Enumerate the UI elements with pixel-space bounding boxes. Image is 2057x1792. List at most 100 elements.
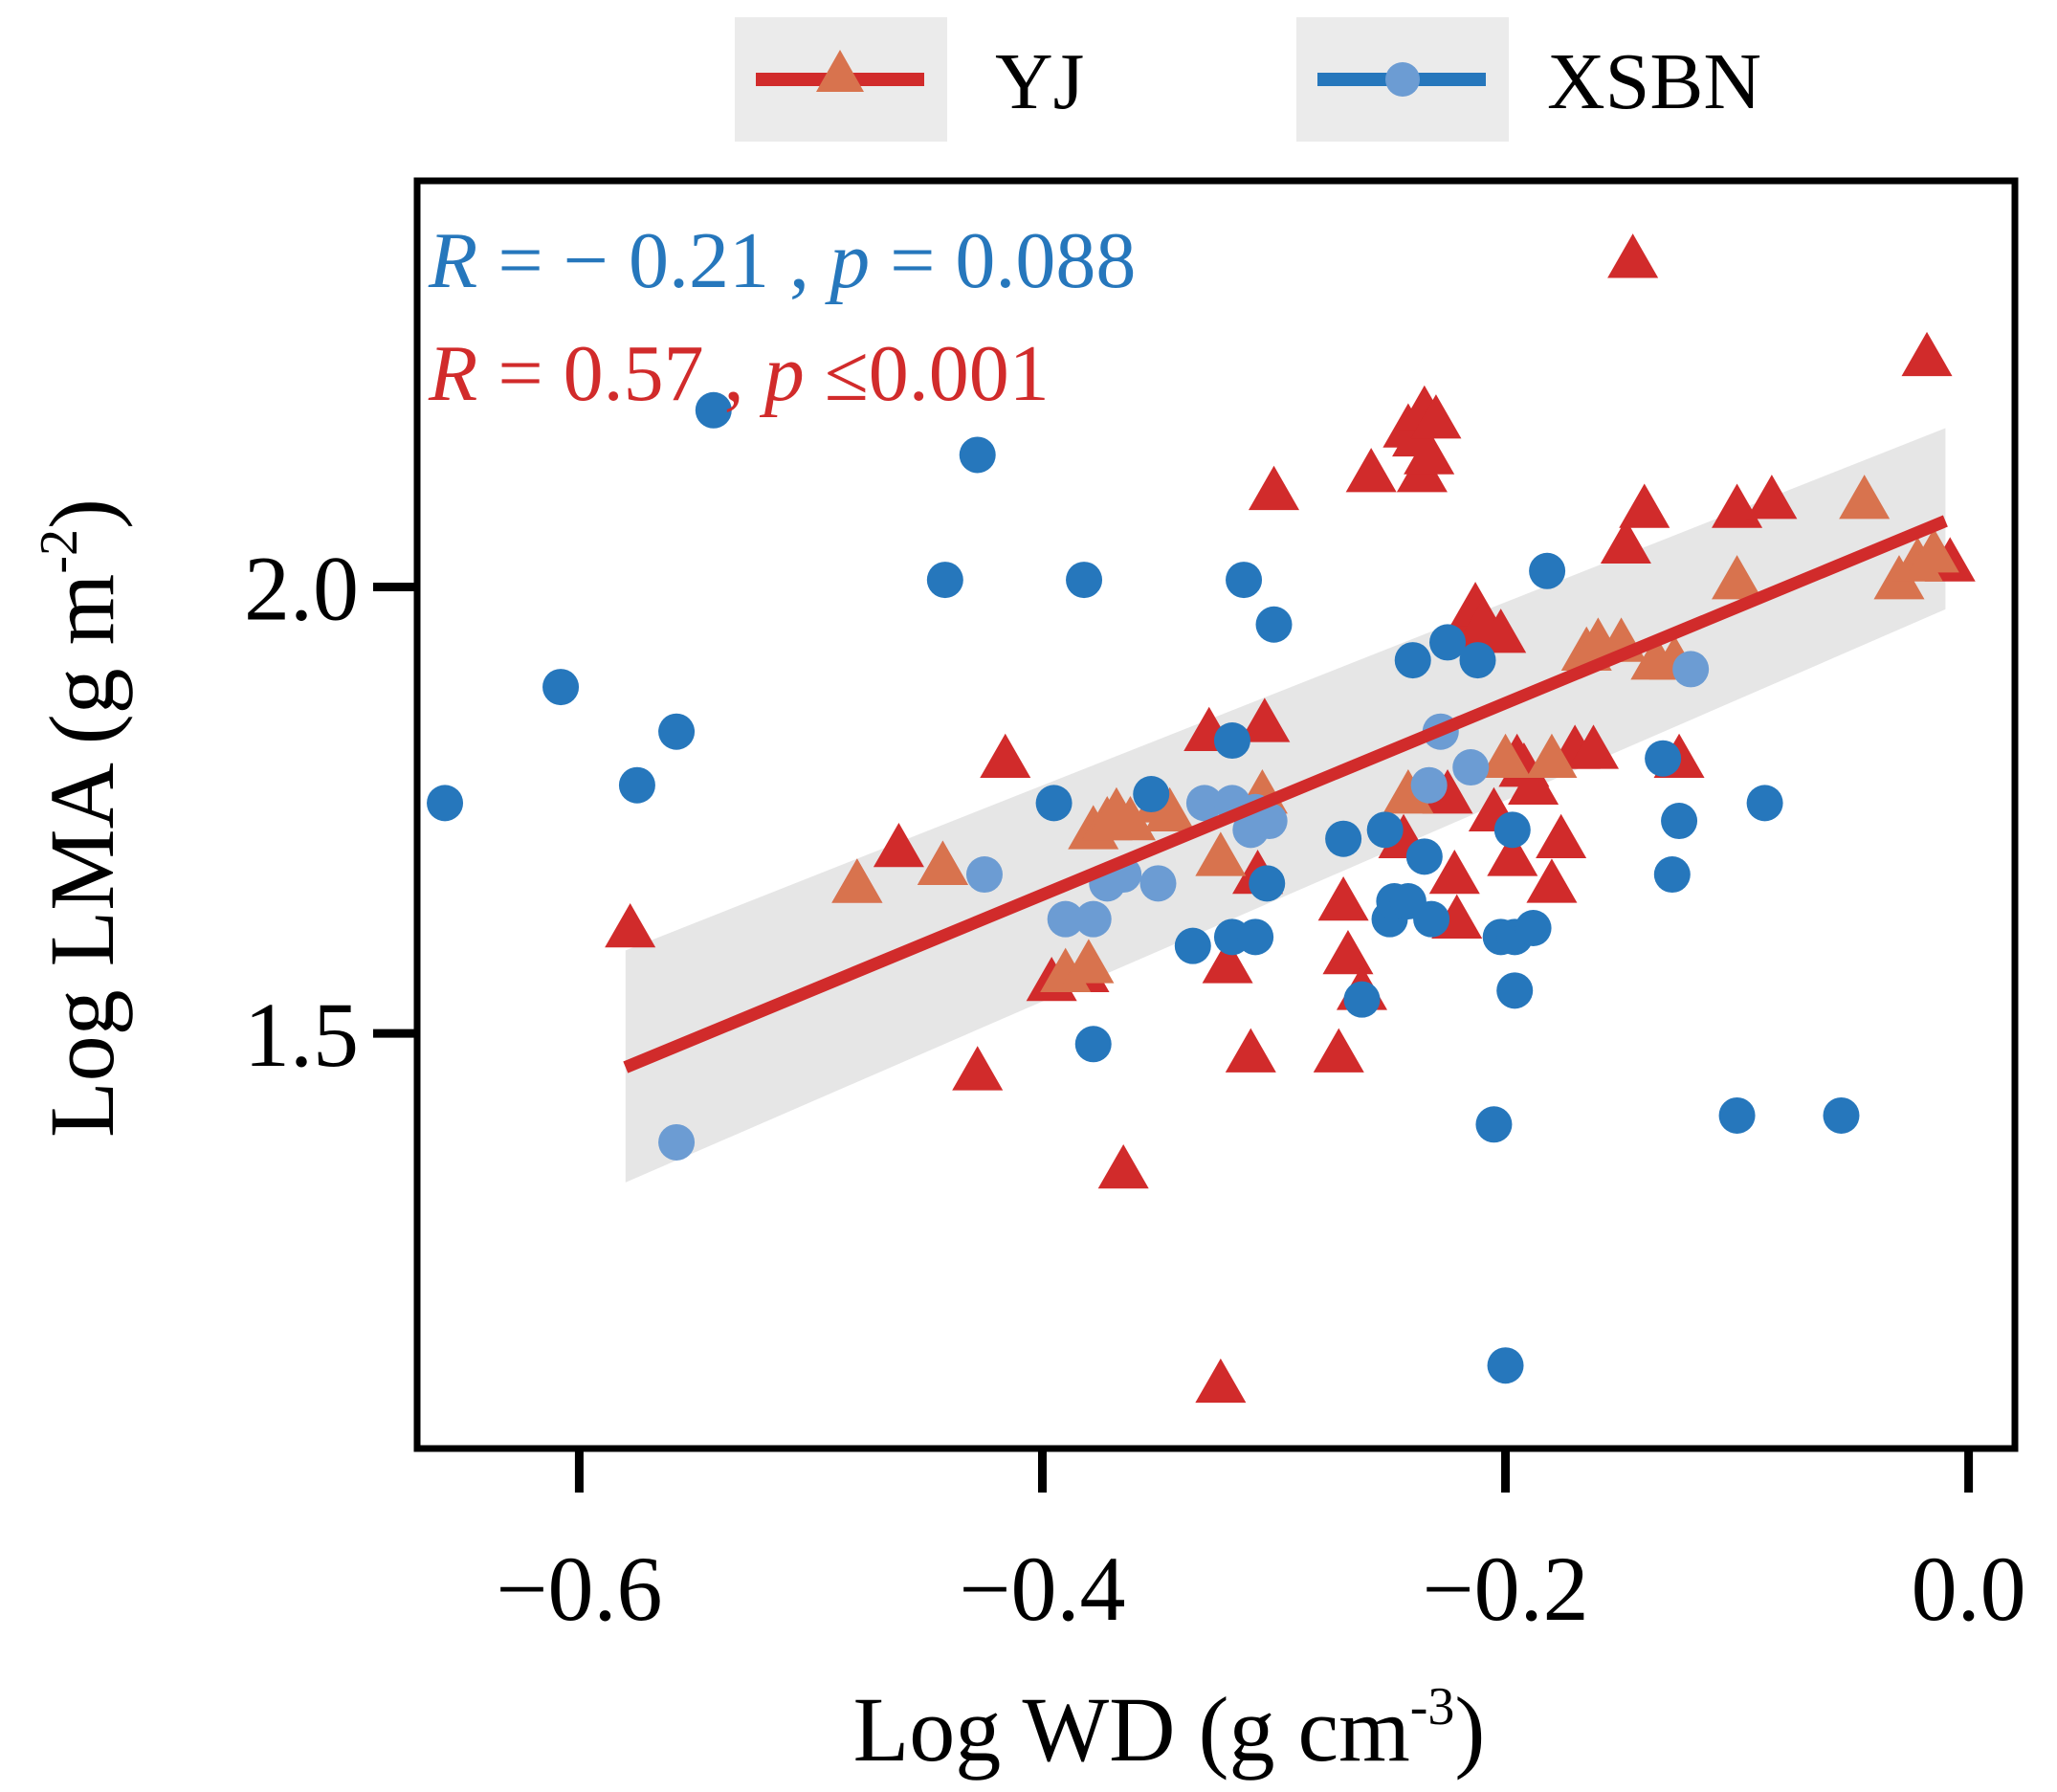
yj-fit-data-point xyxy=(831,858,883,903)
y-tick-label: 2.0 xyxy=(244,538,359,640)
yj-data-point xyxy=(1097,1143,1149,1189)
yj-data-point xyxy=(1404,430,1455,475)
yj-data-point xyxy=(1322,929,1374,975)
xsbn-data-point xyxy=(1429,624,1467,661)
yj-fit-data-point xyxy=(917,840,968,885)
yj-fit-data-point xyxy=(1063,939,1115,984)
xsbn-data-point xyxy=(542,669,580,706)
xsbn-data-point xyxy=(1213,722,1250,760)
xsbn-data-point xyxy=(1661,803,1698,840)
xsbn-data-point xyxy=(1515,910,1552,947)
xsbn-fit-data-point xyxy=(1047,900,1084,938)
xsbn-data-point xyxy=(1325,820,1362,857)
xsbn-data-point xyxy=(1394,642,1431,679)
yj-fit-data-point xyxy=(1195,831,1247,876)
y-axis-title: Log LMA (g m-2) xyxy=(30,498,133,1138)
yj-data-point xyxy=(1239,697,1291,742)
yj-data-point xyxy=(1422,769,1473,814)
yj-fit-data-point xyxy=(1480,733,1532,778)
xsbn-data-point xyxy=(1066,562,1103,599)
yj-fit-data-point xyxy=(1382,769,1434,814)
xsbn-data-point xyxy=(1487,1347,1524,1384)
yj-data-point xyxy=(1746,475,1798,520)
yj-data-point xyxy=(1567,724,1620,769)
xsbn-data-point xyxy=(658,713,696,750)
xsbn-fit-data-point xyxy=(1672,651,1710,688)
xsbn-data-point xyxy=(1255,606,1293,643)
yj-data-point xyxy=(1475,608,1527,653)
yj-data-point xyxy=(1202,939,1253,984)
yj-data-point xyxy=(980,733,1031,778)
yj-fit-data-point xyxy=(1144,786,1196,831)
yj-data-point xyxy=(1195,1358,1247,1404)
xsbn-data-point xyxy=(427,785,464,822)
yj-data-point xyxy=(1428,850,1480,895)
legend-item-xsbn[interactable]: XSBN xyxy=(1296,17,1761,142)
yj-data-point xyxy=(1345,448,1397,493)
xsbn-data-point xyxy=(1746,785,1783,822)
yj-data-point xyxy=(952,1046,1004,1091)
xsbn-data-point xyxy=(926,562,963,599)
x-tick-label: −0.4 xyxy=(959,1538,1125,1640)
xsbn-data-point xyxy=(1035,785,1073,822)
yj-data-point xyxy=(1225,1028,1276,1073)
xsbn-data-point xyxy=(1074,1026,1112,1063)
xsbn-fit-data-point xyxy=(1074,900,1112,938)
yj-fit-data-point xyxy=(1712,555,1763,600)
regression-line xyxy=(623,515,1948,1073)
xsbn-fit-data-point xyxy=(1410,766,1448,804)
yj-data-point xyxy=(1526,858,1578,903)
xsbn-data-point xyxy=(959,436,996,474)
ticks-layer xyxy=(373,583,1974,1493)
xsbn-data-point xyxy=(1823,1096,1860,1134)
xsbn-data-point xyxy=(1529,552,1566,589)
x-tick-label: 0.0 xyxy=(1912,1538,2026,1640)
yj-data-point xyxy=(1313,1028,1364,1073)
xsbn-correlation-annotation: R = − 0.21 , p = 0.088 xyxy=(428,216,1136,305)
xsbn-fit-data-point xyxy=(1452,749,1490,786)
legend-yj-label: YJ xyxy=(995,37,1084,126)
xsbn-data-point xyxy=(1496,972,1534,1009)
plot-area xyxy=(427,233,1976,1404)
xsbn-data-point xyxy=(1237,918,1274,956)
xsbn-fit-data-point xyxy=(965,856,1003,894)
yj-data-point xyxy=(1901,331,1953,377)
xsbn-data-point xyxy=(1366,811,1404,849)
xsbn-data-point xyxy=(618,766,655,804)
xsbn-data-point xyxy=(1459,642,1496,679)
yj-data-point xyxy=(1248,465,1300,511)
yj-fit-data-point xyxy=(1526,733,1578,778)
yj-data-point xyxy=(1619,483,1670,528)
legend-xsbn-circle-icon xyxy=(1385,62,1420,97)
legend-item-yj[interactable]: YJ xyxy=(735,17,1084,142)
yj-fit-data-point xyxy=(1908,528,1959,573)
yj-data-point xyxy=(1487,831,1538,876)
yj-data-point xyxy=(1536,813,1587,858)
xsbn-data-point xyxy=(1493,811,1531,849)
xsbn-data-point xyxy=(1475,1106,1513,1143)
xsbn-data-point xyxy=(1405,838,1443,875)
xsbn-data-point xyxy=(1413,900,1450,938)
yj-data-point xyxy=(873,823,924,868)
xsbn-fit-data-point xyxy=(1250,803,1288,840)
yj-data-point xyxy=(1317,876,1369,921)
xsbn-fit-data-point xyxy=(1185,785,1223,822)
yj-fit-data-point xyxy=(1839,475,1891,520)
x-tick-label: −0.2 xyxy=(1422,1538,1588,1640)
legend-xsbn-label: XSBN xyxy=(1547,37,1761,126)
xsbn-data-point xyxy=(1226,562,1263,599)
xsbn-data-point xyxy=(695,391,732,429)
xsbn-data-point xyxy=(1653,856,1691,894)
x-axis-title: Log WD (g cm-3) xyxy=(853,1677,1486,1781)
xsbn-fit-data-point xyxy=(658,1123,696,1161)
yj-data-point xyxy=(1607,233,1659,278)
x-tick-label: −0.6 xyxy=(496,1538,662,1640)
legend: YJ XSBN xyxy=(735,17,1761,142)
legend-yj-triangle-icon xyxy=(816,50,864,92)
y-tick-label: 1.5 xyxy=(244,984,359,1086)
xsbn-data-point xyxy=(1343,981,1381,1018)
plot-frame xyxy=(413,177,2019,1452)
confidence-band xyxy=(625,428,1946,1183)
xsbn-data-point xyxy=(1718,1096,1756,1134)
